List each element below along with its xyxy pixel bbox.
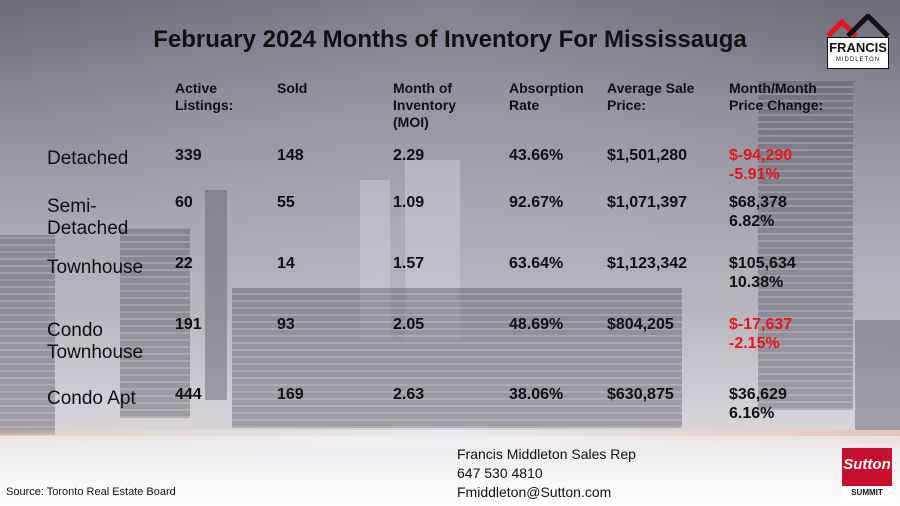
header-moi-line3: (MOI) bbox=[393, 114, 429, 130]
cell-absorption: 92.67% bbox=[509, 194, 564, 211]
cell-moi: 2.29 bbox=[393, 147, 425, 164]
cell-avg-price: $1,501,280 bbox=[607, 147, 688, 164]
sutton-summit-logo: Sutton SUMMIT bbox=[840, 448, 894, 500]
change-amount: $-17,637 bbox=[729, 316, 793, 333]
change-amount: $36,629 bbox=[729, 386, 787, 403]
cell-sold: 148 bbox=[277, 147, 304, 164]
header-active-line1: Active bbox=[175, 80, 218, 96]
row-label-condo-townhouse: Condo Townhouse bbox=[47, 320, 143, 364]
tower-right bbox=[758, 80, 853, 410]
row-label-detached: Detached bbox=[47, 148, 128, 170]
cell-active: 60 bbox=[175, 194, 193, 211]
summit-label: SUMMIT bbox=[842, 486, 892, 500]
cell-avg-price: $630,875 bbox=[607, 386, 674, 403]
building-left-1 bbox=[0, 235, 55, 435]
row-label-line: Townhouse bbox=[47, 342, 144, 363]
source-note: Source: Toronto Real Estate Board bbox=[6, 486, 176, 498]
header-absorption-line1: Absorption bbox=[509, 80, 584, 96]
cell-active: 339 bbox=[175, 147, 202, 164]
header-avg-price-line1: Average Sale bbox=[607, 80, 695, 96]
row-label-condo-apt: Condo Apt bbox=[47, 388, 136, 410]
header-active-line2: Listings: bbox=[175, 97, 234, 113]
cell-active: 191 bbox=[175, 316, 202, 333]
cell-absorption: 48.69% bbox=[509, 316, 564, 333]
logo-name: FRANCIS bbox=[829, 40, 887, 55]
cell-sold: 55 bbox=[277, 194, 295, 211]
contact-email: Fmiddleton@Sutton.com bbox=[457, 484, 612, 500]
cell-change: $105,634 10.38% bbox=[729, 254, 796, 292]
cell-moi: 2.05 bbox=[393, 316, 425, 333]
header-moi-line2: Inventory bbox=[393, 97, 457, 113]
cell-active: 22 bbox=[175, 255, 193, 272]
contact-phone: 647 530 4810 bbox=[457, 465, 543, 481]
contact-block: Francis Middleton Sales Rep 647 530 4810… bbox=[457, 445, 636, 502]
header-mom-line2: Price Change: bbox=[729, 97, 824, 113]
header-active-listings: Active Listings: bbox=[175, 80, 233, 114]
francis-middleton-logo: FRANCIS MIDDLETON bbox=[826, 14, 890, 72]
snow-foreground bbox=[0, 436, 900, 506]
header-absorption: Absorption Rate bbox=[509, 80, 584, 114]
header-moi: Month of Inventory (MOI) bbox=[393, 80, 456, 131]
row-label-line: Detached bbox=[47, 148, 129, 169]
sutton-word: Sutton bbox=[843, 456, 891, 473]
tower-spire-2 bbox=[405, 160, 460, 340]
cell-sold: 14 bbox=[277, 255, 295, 272]
change-percent: -5.91% bbox=[729, 166, 780, 183]
change-amount: $68,378 bbox=[729, 194, 787, 211]
tower-spire-1 bbox=[360, 180, 390, 340]
building-left-3 bbox=[205, 190, 227, 400]
header-mom-change: Month/Month Price Change: bbox=[729, 80, 823, 114]
contact-name: Francis Middleton Sales Rep bbox=[457, 446, 636, 462]
cell-moi: 1.09 bbox=[393, 194, 425, 211]
page-title: February 2024 Months of Inventory For Mi… bbox=[153, 26, 747, 53]
change-percent: 6.82% bbox=[729, 213, 775, 230]
change-amount: $105,634 bbox=[729, 255, 796, 272]
row-label-line: Condo bbox=[47, 320, 103, 341]
row-label-townhouse: Townhouse bbox=[47, 257, 143, 279]
cell-change: $-17,637 -2.15% bbox=[729, 315, 792, 353]
building-left-2 bbox=[120, 228, 190, 418]
cell-avg-price: $1,071,397 bbox=[607, 194, 688, 211]
row-label-line: Townhouse bbox=[47, 257, 144, 278]
cell-change: $68,378 6.82% bbox=[729, 193, 787, 231]
header-avg-price-line2: Price: bbox=[607, 97, 646, 113]
cell-absorption: 63.64% bbox=[509, 255, 564, 272]
cell-sold: 169 bbox=[277, 386, 304, 403]
sutton-red-block bbox=[842, 448, 892, 486]
change-percent: -2.15% bbox=[729, 335, 780, 352]
row-label-line: Condo Apt bbox=[47, 388, 136, 409]
cell-sold: 93 bbox=[277, 316, 295, 333]
cell-absorption: 38.06% bbox=[509, 386, 564, 403]
glass-building bbox=[232, 288, 682, 428]
logo-sub: MIDDLETON bbox=[835, 57, 881, 63]
header-sold: Sold bbox=[277, 80, 308, 96]
sky-glow bbox=[0, 0, 900, 300]
row-label-line: Semi- bbox=[47, 196, 97, 217]
header-moi-line1: Month of bbox=[393, 80, 453, 96]
header-avg-price: Average Sale Price: bbox=[607, 80, 694, 114]
cell-moi: 1.57 bbox=[393, 255, 425, 272]
building-right-2 bbox=[855, 320, 900, 430]
cell-avg-price: $1,123,342 bbox=[607, 255, 688, 272]
cell-change: $-94,290 -5.91% bbox=[729, 146, 792, 184]
row-label-semi-detached: Semi- Detached bbox=[47, 196, 128, 240]
logo-text-box: FRANCIS MIDDLETON bbox=[827, 37, 889, 69]
cell-absorption: 43.66% bbox=[509, 147, 564, 164]
header-mom-line1: Month/Month bbox=[729, 80, 817, 96]
cell-active: 444 bbox=[175, 386, 202, 403]
cell-moi: 2.63 bbox=[393, 386, 425, 403]
change-amount: $-94,290 bbox=[729, 147, 793, 164]
cell-avg-price: $804,205 bbox=[607, 316, 674, 333]
header-absorption-line2: Rate bbox=[509, 97, 540, 113]
change-percent: 10.38% bbox=[729, 274, 784, 291]
change-percent: 6.16% bbox=[729, 405, 775, 422]
house-roof-icon bbox=[826, 14, 890, 38]
cell-change: $36,629 6.16% bbox=[729, 385, 787, 423]
row-label-line: Detached bbox=[47, 218, 129, 239]
